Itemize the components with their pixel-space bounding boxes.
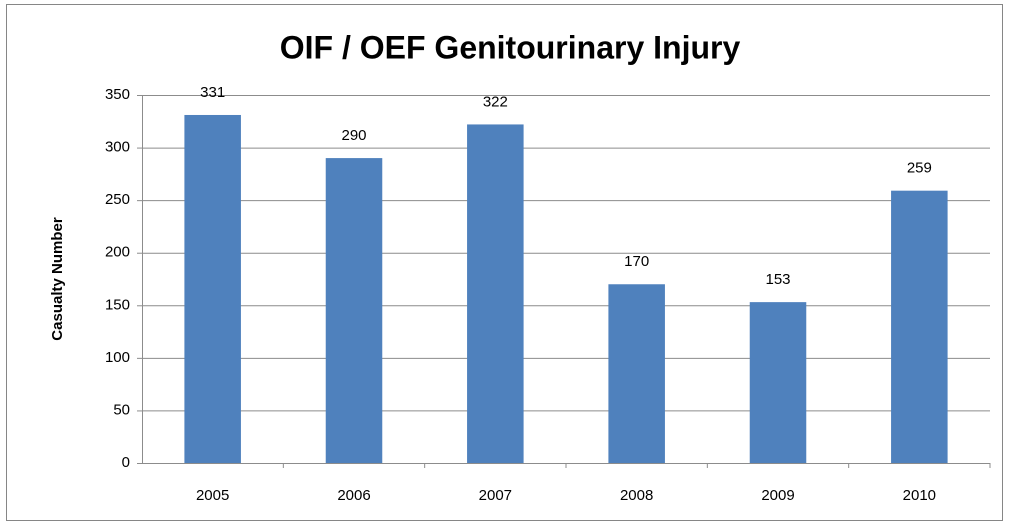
y-tick-label: 50 xyxy=(113,401,130,418)
y-tick-label: 100 xyxy=(105,349,130,366)
data-label: 322 xyxy=(483,93,508,110)
y-tick-label: 200 xyxy=(105,244,130,261)
y-tick-label: 150 xyxy=(105,296,130,313)
y-tick-label: 0 xyxy=(122,454,130,471)
data-label: 259 xyxy=(907,160,932,177)
x-tick-label: 2006 xyxy=(337,487,370,504)
chart-title: OIF / OEF Genitourinary Injury xyxy=(280,29,741,65)
y-axis-label: Casualty Number xyxy=(49,217,66,341)
x-tick-label: 2008 xyxy=(620,487,653,504)
data-label: 153 xyxy=(765,271,790,288)
bar xyxy=(608,284,665,463)
data-label: 290 xyxy=(341,127,366,144)
bar xyxy=(749,302,807,463)
y-tick-label: 350 xyxy=(105,86,130,103)
bar xyxy=(891,190,948,463)
y-tick-label: 250 xyxy=(105,191,130,208)
x-tick-label: 2009 xyxy=(761,487,794,504)
data-label: 170 xyxy=(624,253,649,270)
bar xyxy=(467,124,524,463)
x-tick-label: 2010 xyxy=(903,487,936,504)
x-tick-label: 2005 xyxy=(196,487,229,504)
y-tick-label: 300 xyxy=(105,139,130,156)
data-label: 331 xyxy=(200,84,225,101)
bar xyxy=(325,158,383,464)
bar xyxy=(184,114,241,463)
x-tick-label: 2007 xyxy=(479,487,512,504)
